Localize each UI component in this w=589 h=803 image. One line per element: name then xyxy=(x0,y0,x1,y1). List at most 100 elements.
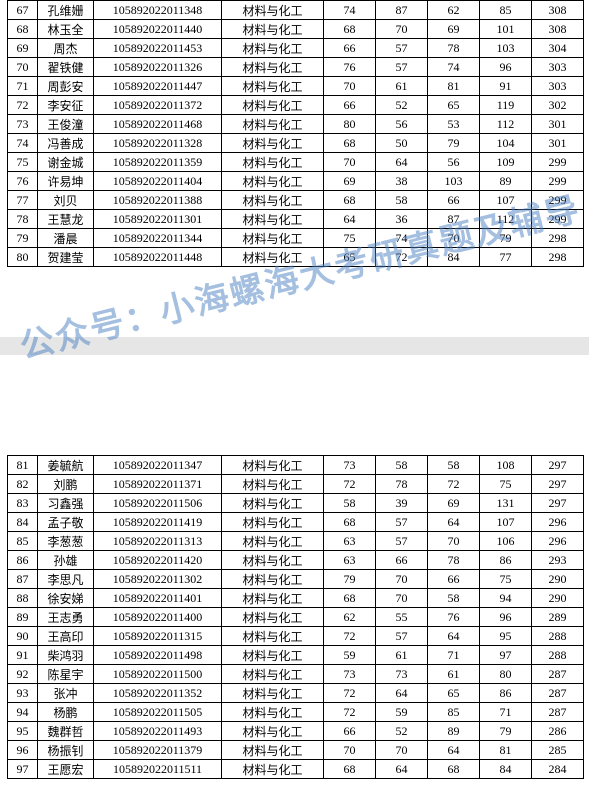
exam-id: 105892022011301 xyxy=(94,210,222,229)
total-score: 299 xyxy=(532,191,584,210)
row-index: 70 xyxy=(8,58,38,77)
student-name: 周杰 xyxy=(38,39,94,58)
score-4: 104 xyxy=(480,134,532,153)
total-score: 287 xyxy=(532,684,584,703)
score-2: 66 xyxy=(376,551,428,570)
score-3: 71 xyxy=(428,646,480,665)
student-name: 李葱葱 xyxy=(38,532,94,551)
score-2: 78 xyxy=(376,475,428,494)
score-2: 57 xyxy=(376,627,428,646)
major: 材料与化工 xyxy=(222,608,324,627)
total-score: 303 xyxy=(532,58,584,77)
score-3: 81 xyxy=(428,77,480,96)
score-3: 64 xyxy=(428,627,480,646)
score-2: 74 xyxy=(376,229,428,248)
row-index: 83 xyxy=(8,494,38,513)
exam-id: 105892022011498 xyxy=(94,646,222,665)
score-1: 80 xyxy=(324,115,376,134)
table-row: 81姜毓航105892022011347材料与化工735858108297 xyxy=(8,456,584,475)
row-index: 85 xyxy=(8,532,38,551)
exam-id: 105892022011500 xyxy=(94,665,222,684)
exam-id: 105892022011359 xyxy=(94,153,222,172)
score-4: 97 xyxy=(480,646,532,665)
major: 材料与化工 xyxy=(222,665,324,684)
score-1: 72 xyxy=(324,627,376,646)
gap xyxy=(0,355,589,455)
score-3: 69 xyxy=(428,20,480,39)
score-1: 72 xyxy=(324,475,376,494)
student-name: 贺建莹 xyxy=(38,248,94,267)
score-1: 66 xyxy=(324,96,376,115)
score-3: 89 xyxy=(428,722,480,741)
row-index: 93 xyxy=(8,684,38,703)
major: 材料与化工 xyxy=(222,134,324,153)
major: 材料与化工 xyxy=(222,191,324,210)
score-4: 85 xyxy=(480,1,532,20)
student-name: 周彭安 xyxy=(38,77,94,96)
student-name: 潘晨 xyxy=(38,229,94,248)
table-row: 84孟子敬105892022011419材料与化工685764107296 xyxy=(8,513,584,532)
score-4: 80 xyxy=(480,665,532,684)
row-index: 84 xyxy=(8,513,38,532)
score-3: 68 xyxy=(428,760,480,779)
score-3: 87 xyxy=(428,210,480,229)
table-row: 86孙雄105892022011420材料与化工63667886293 xyxy=(8,551,584,570)
score-2: 70 xyxy=(376,589,428,608)
total-score: 299 xyxy=(532,153,584,172)
total-score: 308 xyxy=(532,20,584,39)
row-index: 92 xyxy=(8,665,38,684)
score-2: 64 xyxy=(376,684,428,703)
exam-id: 105892022011453 xyxy=(94,39,222,58)
score-1: 68 xyxy=(324,191,376,210)
major: 材料与化工 xyxy=(222,115,324,134)
row-index: 74 xyxy=(8,134,38,153)
score-1: 62 xyxy=(324,608,376,627)
major: 材料与化工 xyxy=(222,684,324,703)
score-4: 71 xyxy=(480,703,532,722)
exam-id: 105892022011352 xyxy=(94,684,222,703)
table-row: 79潘晨105892022011344材料与化工75747079298 xyxy=(8,229,584,248)
score-1: 70 xyxy=(324,741,376,760)
score-3: 69 xyxy=(428,494,480,513)
major: 材料与化工 xyxy=(222,722,324,741)
table-row: 68林玉全105892022011440材料与化工687069101308 xyxy=(8,20,584,39)
table-row: 72李安征105892022011372材料与化工665265119302 xyxy=(8,96,584,115)
exam-id: 105892022011371 xyxy=(94,475,222,494)
score-table-bottom: 81姜毓航105892022011347材料与化工73585810829782刘… xyxy=(7,455,584,779)
table-row: 91柴鸿羽105892022011498材料与化工59617197288 xyxy=(8,646,584,665)
student-name: 李思凡 xyxy=(38,570,94,589)
student-name: 杨鹏 xyxy=(38,703,94,722)
student-name: 王俊潼 xyxy=(38,115,94,134)
score-4: 86 xyxy=(480,551,532,570)
score-1: 73 xyxy=(324,665,376,684)
major: 材料与化工 xyxy=(222,153,324,172)
total-score: 297 xyxy=(532,456,584,475)
total-score: 293 xyxy=(532,551,584,570)
row-index: 78 xyxy=(8,210,38,229)
table-row: 89王志勇105892022011400材料与化工62557696289 xyxy=(8,608,584,627)
score-1: 69 xyxy=(324,172,376,191)
row-index: 71 xyxy=(8,77,38,96)
score-4: 96 xyxy=(480,608,532,627)
score-2: 73 xyxy=(376,665,428,684)
score-4: 96 xyxy=(480,58,532,77)
total-score: 297 xyxy=(532,494,584,513)
exam-id: 105892022011420 xyxy=(94,551,222,570)
total-score: 296 xyxy=(532,513,584,532)
total-score: 299 xyxy=(532,172,584,191)
row-index: 86 xyxy=(8,551,38,570)
total-score: 286 xyxy=(532,722,584,741)
score-1: 76 xyxy=(324,58,376,77)
score-4: 89 xyxy=(480,172,532,191)
major: 材料与化工 xyxy=(222,513,324,532)
row-index: 68 xyxy=(8,20,38,39)
score-1: 68 xyxy=(324,760,376,779)
table-row: 95魏群哲105892022011493材料与化工66528979286 xyxy=(8,722,584,741)
exam-id: 105892022011302 xyxy=(94,570,222,589)
major: 材料与化工 xyxy=(222,551,324,570)
total-score: 298 xyxy=(532,229,584,248)
score-3: 70 xyxy=(428,229,480,248)
score-3: 85 xyxy=(428,703,480,722)
score-2: 64 xyxy=(376,153,428,172)
total-score: 301 xyxy=(532,115,584,134)
